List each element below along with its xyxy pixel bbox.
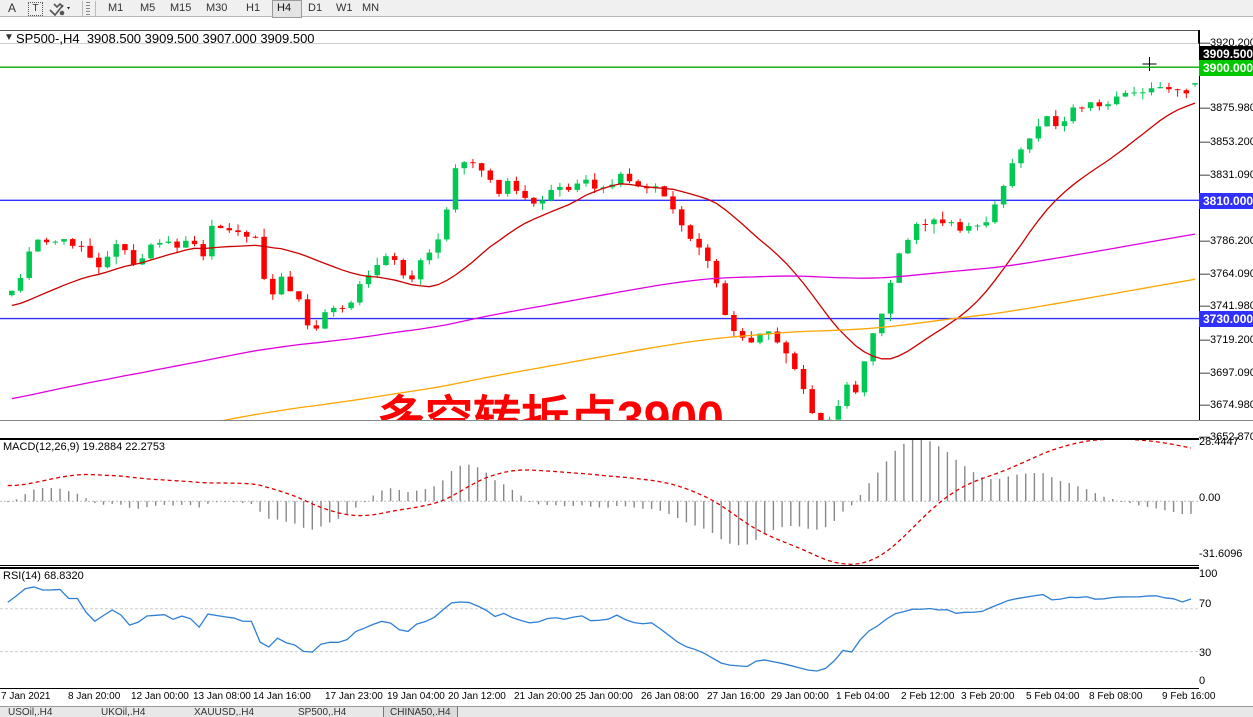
svg-text:多空转折点3900: 多空转折点3900 <box>377 393 724 420</box>
